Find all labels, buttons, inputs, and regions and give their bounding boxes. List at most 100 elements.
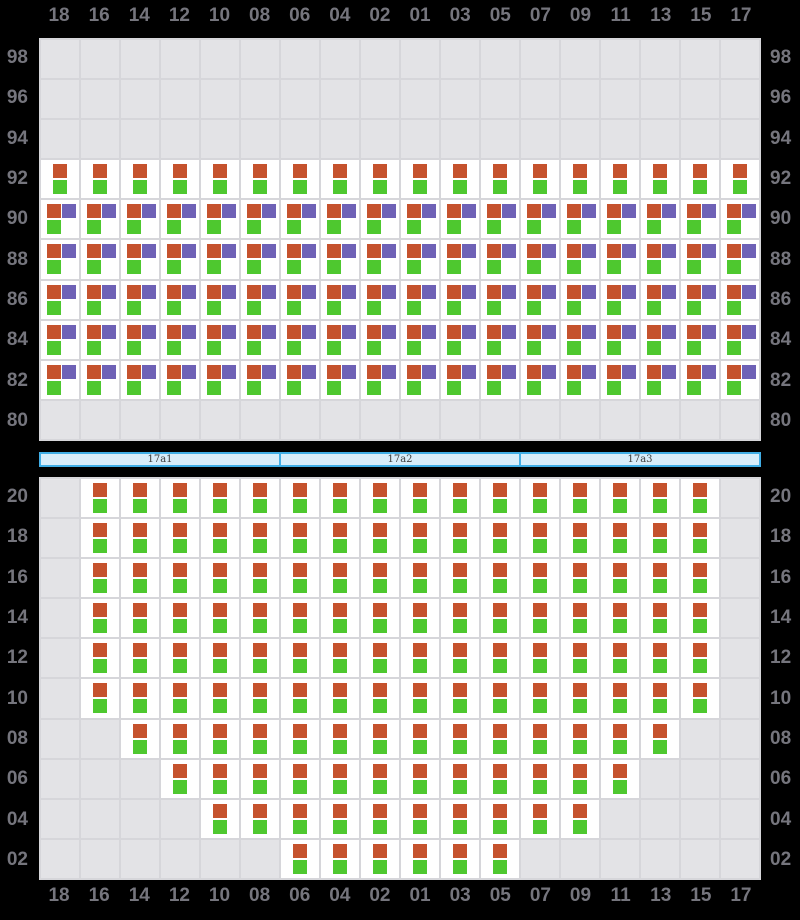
seat-cell[interactable]: [601, 200, 639, 239]
seat-cell[interactable]: [361, 320, 399, 359]
seat-cell[interactable]: [321, 639, 359, 678]
seat-cell[interactable]: [281, 519, 319, 558]
seat-cell[interactable]: [161, 559, 199, 598]
seat-cell[interactable]: [121, 639, 159, 678]
seat-cell[interactable]: [561, 360, 599, 399]
seat-cell[interactable]: [681, 360, 719, 399]
seat-cell[interactable]: [321, 799, 359, 838]
seat-cell[interactable]: [241, 719, 279, 758]
seat-cell[interactable]: [281, 799, 319, 838]
seat-cell[interactable]: [321, 559, 359, 598]
seat-cell[interactable]: [241, 240, 279, 279]
seat-cell[interactable]: [561, 200, 599, 239]
seat-cell[interactable]: [81, 519, 119, 558]
seat-cell[interactable]: [441, 799, 479, 838]
seat-cell[interactable]: [641, 479, 679, 518]
seat-cell[interactable]: [681, 240, 719, 279]
seat-cell[interactable]: [81, 559, 119, 598]
seat-cell[interactable]: [201, 799, 239, 838]
seat-cell[interactable]: [641, 719, 679, 758]
seat-cell[interactable]: [361, 719, 399, 758]
seat-cell[interactable]: [561, 320, 599, 359]
seat-cell[interactable]: [41, 160, 79, 199]
seat-cell[interactable]: [201, 559, 239, 598]
seat-cell[interactable]: [441, 759, 479, 798]
seat-cell[interactable]: [521, 799, 559, 838]
seat-cell[interactable]: [201, 160, 239, 199]
seat-cell[interactable]: [81, 679, 119, 718]
seat-cell[interactable]: [321, 360, 359, 399]
seat-cell[interactable]: [201, 240, 239, 279]
seat-cell[interactable]: [241, 160, 279, 199]
seat-cell[interactable]: [121, 360, 159, 399]
seat-cell[interactable]: [201, 280, 239, 319]
seat-cell[interactable]: [681, 639, 719, 678]
seat-cell[interactable]: [161, 280, 199, 319]
seat-cell[interactable]: [201, 759, 239, 798]
seat-cell[interactable]: [481, 479, 519, 518]
seat-cell[interactable]: [361, 160, 399, 199]
seat-cell[interactable]: [361, 839, 399, 878]
seat-cell[interactable]: [481, 559, 519, 598]
seat-cell[interactable]: [521, 479, 559, 518]
seat-cell[interactable]: [721, 240, 759, 279]
seat-cell[interactable]: [121, 679, 159, 718]
seat-cell[interactable]: [641, 519, 679, 558]
seat-cell[interactable]: [481, 280, 519, 319]
seat-cell[interactable]: [361, 639, 399, 678]
seat-cell[interactable]: [241, 200, 279, 239]
seat-cell[interactable]: [361, 799, 399, 838]
seat-cell[interactable]: [521, 320, 559, 359]
seat-cell[interactable]: [81, 360, 119, 399]
seat-cell[interactable]: [321, 240, 359, 279]
seat-cell[interactable]: [161, 599, 199, 638]
seat-cell[interactable]: [321, 759, 359, 798]
seat-cell[interactable]: [401, 679, 439, 718]
seat-cell[interactable]: [281, 240, 319, 279]
seat-cell[interactable]: [441, 679, 479, 718]
seat-cell[interactable]: [241, 479, 279, 518]
seat-cell[interactable]: [201, 679, 239, 718]
seat-cell[interactable]: [161, 360, 199, 399]
seat-cell[interactable]: [641, 160, 679, 199]
seat-cell[interactable]: [241, 559, 279, 598]
seat-cell[interactable]: [241, 639, 279, 678]
seat-cell[interactable]: [161, 160, 199, 199]
seat-cell[interactable]: [201, 719, 239, 758]
seat-cell[interactable]: [641, 360, 679, 399]
seat-cell[interactable]: [81, 479, 119, 518]
seat-cell[interactable]: [241, 599, 279, 638]
seat-cell[interactable]: [241, 679, 279, 718]
seat-cell[interactable]: [521, 519, 559, 558]
seat-cell[interactable]: [521, 599, 559, 638]
seat-cell[interactable]: [401, 639, 439, 678]
seat-cell[interactable]: [681, 320, 719, 359]
seat-cell[interactable]: [481, 200, 519, 239]
seat-cell[interactable]: [641, 240, 679, 279]
seat-cell[interactable]: [721, 360, 759, 399]
seat-cell[interactable]: [521, 759, 559, 798]
seat-cell[interactable]: [481, 759, 519, 798]
seat-cell[interactable]: [361, 200, 399, 239]
seat-cell[interactable]: [241, 360, 279, 399]
seat-cell[interactable]: [161, 519, 199, 558]
seat-cell[interactable]: [601, 280, 639, 319]
seat-cell[interactable]: [81, 280, 119, 319]
seat-cell[interactable]: [161, 759, 199, 798]
seat-cell[interactable]: [401, 839, 439, 878]
seat-cell[interactable]: [281, 599, 319, 638]
seat-cell[interactable]: [641, 320, 679, 359]
seat-cell[interactable]: [41, 280, 79, 319]
seat-cell[interactable]: [241, 280, 279, 319]
seat-cell[interactable]: [321, 719, 359, 758]
seat-cell[interactable]: [601, 679, 639, 718]
seat-cell[interactable]: [681, 559, 719, 598]
seat-cell[interactable]: [41, 240, 79, 279]
seat-cell[interactable]: [201, 360, 239, 399]
seat-cell[interactable]: [281, 280, 319, 319]
seat-cell[interactable]: [401, 160, 439, 199]
seat-cell[interactable]: [521, 639, 559, 678]
seat-cell[interactable]: [401, 559, 439, 598]
seat-cell[interactable]: [81, 240, 119, 279]
seat-cell[interactable]: [721, 280, 759, 319]
